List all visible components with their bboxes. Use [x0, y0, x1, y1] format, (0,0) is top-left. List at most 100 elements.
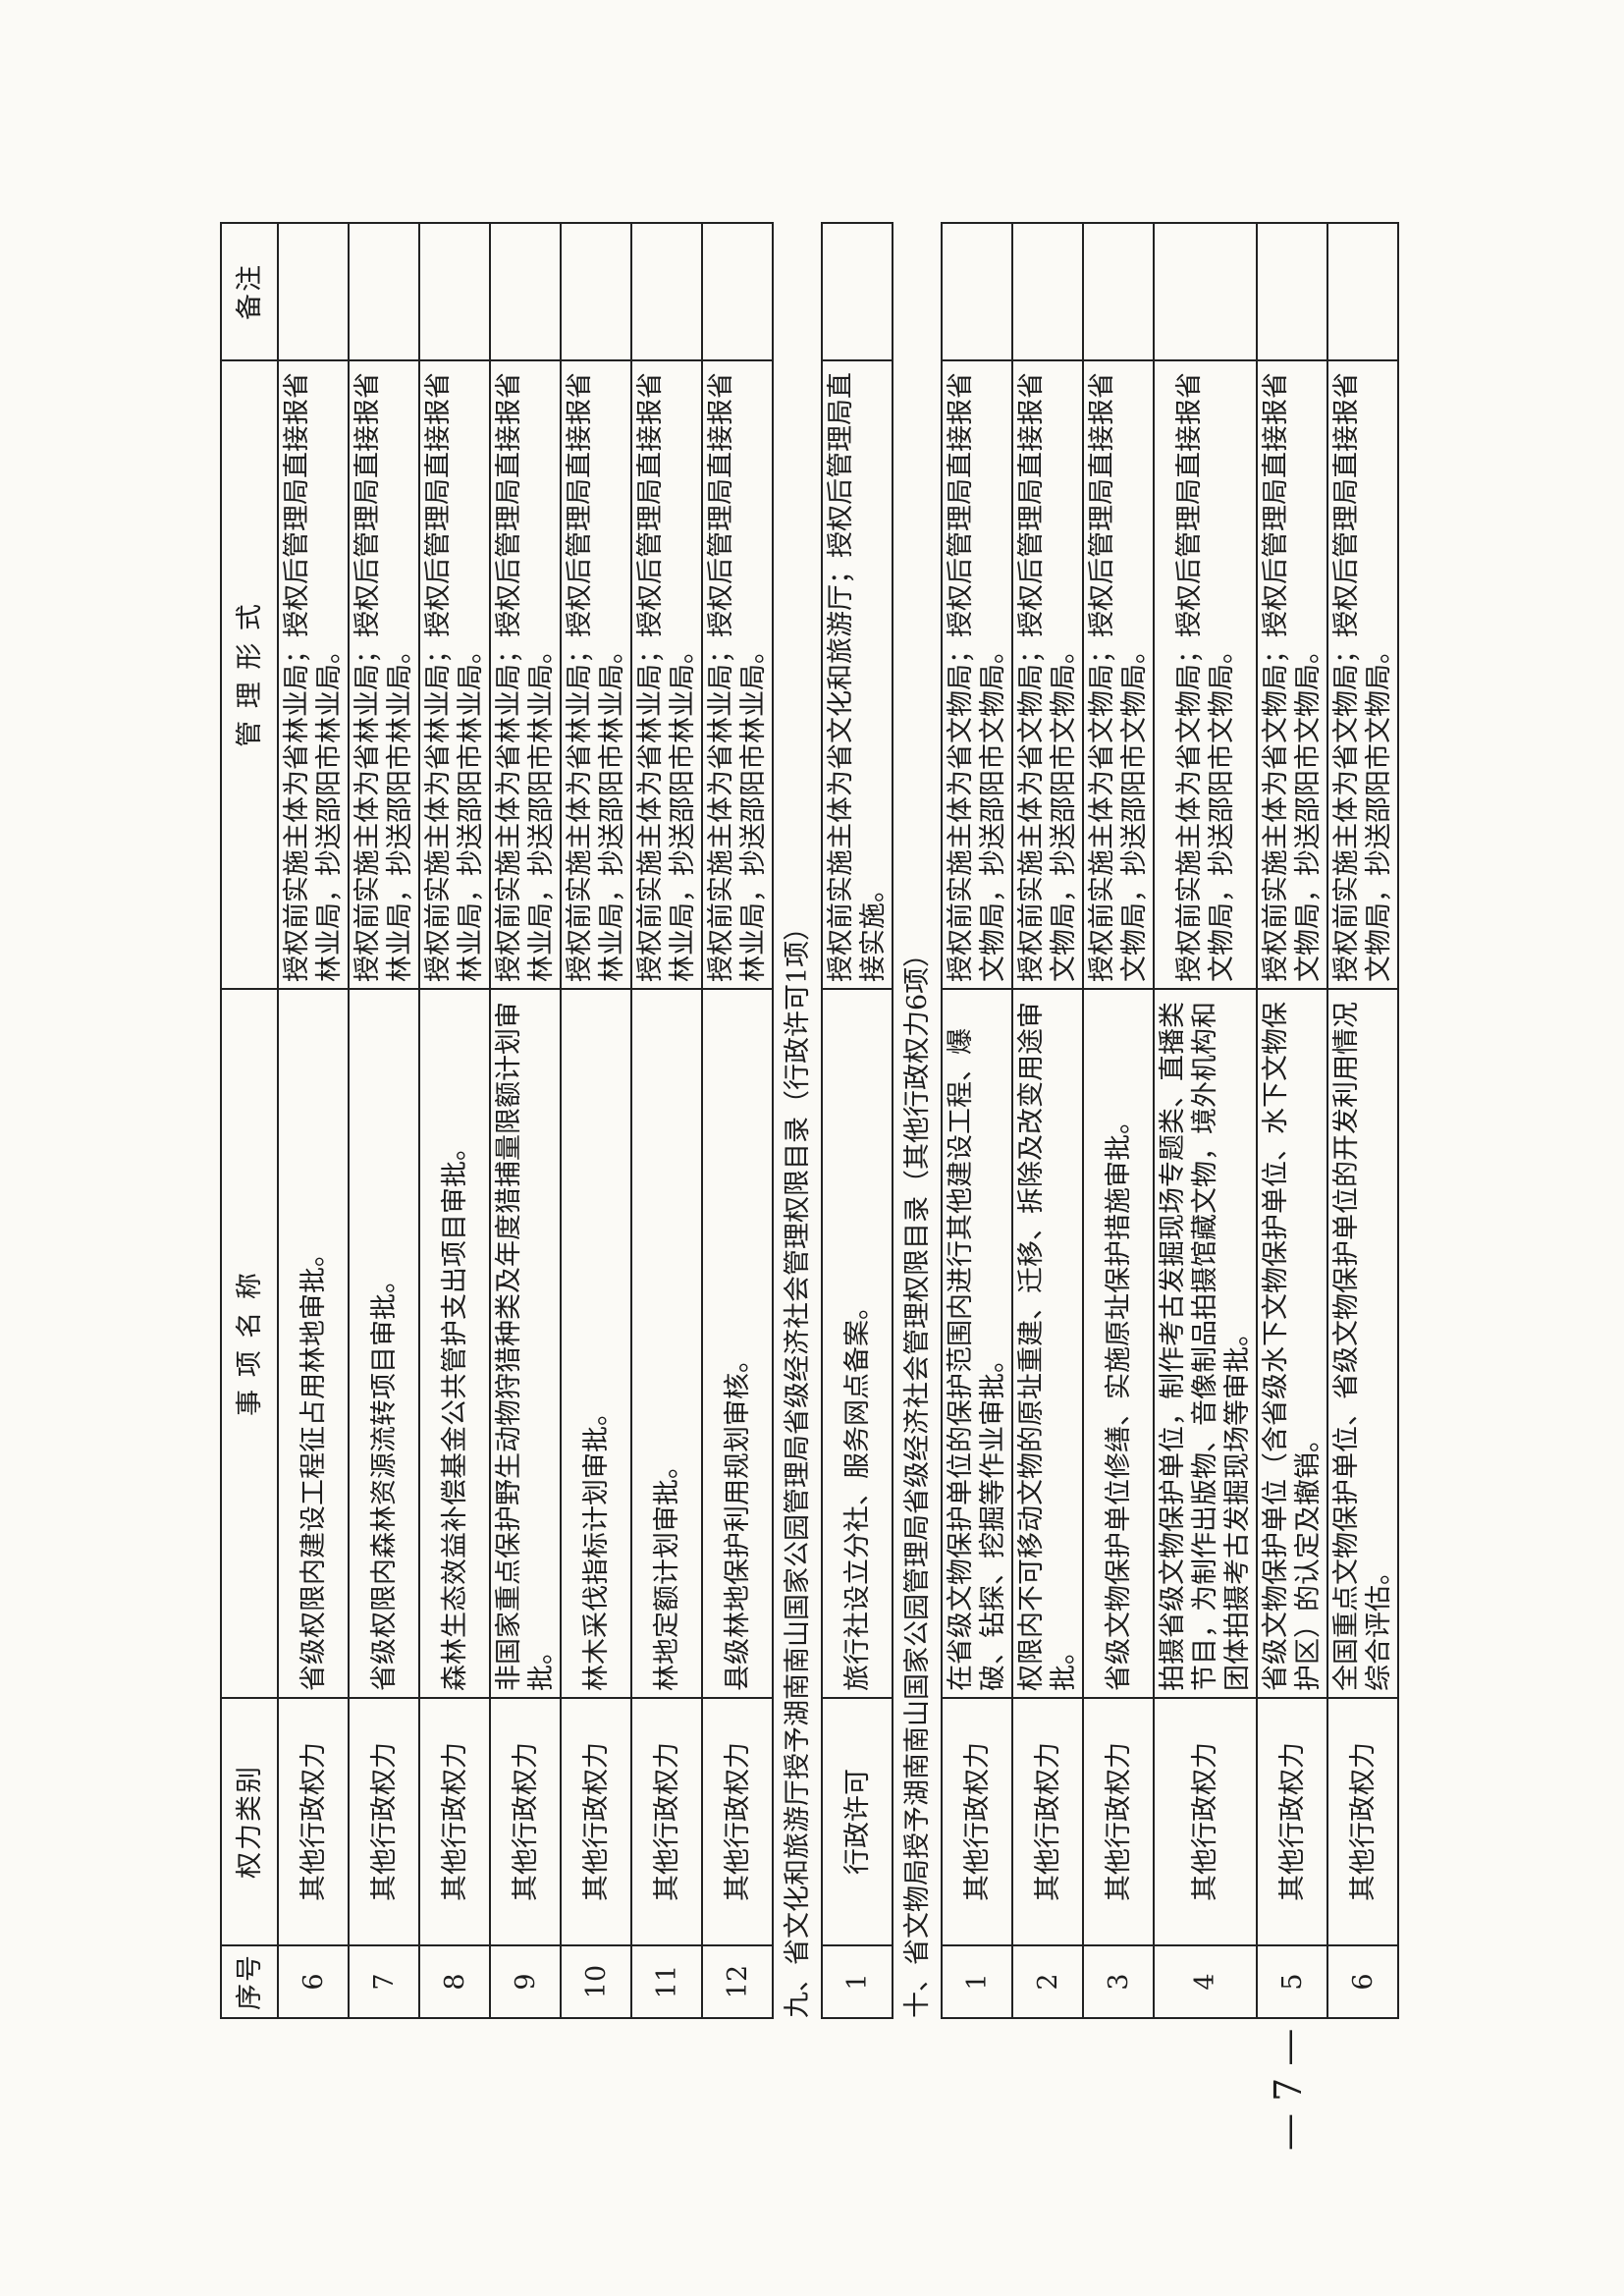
cell-type: 其他行政权力	[419, 1698, 490, 1945]
cell-name: 权限内不可移动文物的原址重建、迁移、拆除及改变用途审批。	[1012, 989, 1083, 1698]
cell-no: 2	[1012, 1945, 1083, 2018]
table-row: 3 其他行政权力 省级文物保护单位修缮、实施原址保护措施审批。 授权前实施主体为省文物…	[1083, 223, 1154, 2018]
table-row: 6 其他行政权力 省级权限内建设工程征占用林地审批。 授权前实施主体为省林业局；授权后…	[278, 223, 349, 2018]
cell-note	[1012, 223, 1083, 360]
cell-note	[490, 223, 561, 360]
cell-type: 其他行政权力	[349, 1698, 419, 1945]
cell-type: 其他行政权力	[278, 1698, 349, 1945]
authority-table: 序号 权力类别 事 项 名 称 管 理 形 式 备注 6 其他行政权力 省级权限内建…	[220, 222, 1399, 2019]
cell-type: 其他行政权力	[1154, 1698, 1257, 1945]
cell-name: 省级权限内建设工程征占用林地审批。	[278, 989, 349, 1698]
cell-type: 行政许可	[822, 1698, 893, 1945]
cell-no: 1	[942, 1945, 1012, 2018]
cell-no: 6	[278, 1945, 349, 2018]
cell-type: 其他行政权力	[631, 1698, 702, 1945]
cell-name: 县级林地保护利用规划审核。	[702, 989, 773, 1698]
cell-form: 授权前实施主体为省文物局；授权后管理局直接报省文物局，抄送邵阳市文物局。	[1327, 360, 1398, 989]
header-note: 备注	[221, 223, 278, 360]
header-name: 事 项 名 称	[221, 989, 278, 1698]
table-row: 2 其他行政权力 权限内不可移动文物的原址重建、迁移、拆除及改变用途审批。 授权前实施…	[1012, 223, 1083, 2018]
cell-form: 授权前实施主体为省文化和旅游厅；授权后管理局直接实施。	[822, 360, 893, 989]
cell-form: 授权前实施主体为省林业局；授权后管理局直接报省林业局，抄送邵阳市林业局。	[702, 360, 773, 989]
page-number: — 7 —	[1267, 2028, 1310, 2151]
cell-name: 林木采伐指标计划审批。	[561, 989, 631, 1698]
cell-no: 3	[1083, 1945, 1154, 2018]
table-row: 1 行政许可 旅行社设立分社、服务网点备案。 授权前实施主体为省文化和旅游厅；授权后管…	[822, 223, 893, 2018]
cell-name: 全国重点文物保护单位、省级文物保护单位的开发利用情况综合评估。	[1327, 989, 1398, 1698]
cell-no: 12	[702, 1945, 773, 2018]
cell-no: 7	[349, 1945, 419, 2018]
cell-form: 授权前实施主体为省文物局；授权后管理局直接报省文物局，抄送邵阳市文物局。	[1012, 360, 1083, 989]
cell-type: 其他行政权力	[1257, 1698, 1327, 1945]
rotated-table-container: 序号 权力类别 事 项 名 称 管 理 形 式 备注 6 其他行政权力 省级权限内建…	[220, 223, 1412, 2019]
cell-form: 授权前实施主体为省林业局；授权后管理局直接报省林业局，抄送邵阳市林业局。	[278, 360, 349, 989]
header-type: 权力类别	[221, 1698, 278, 1945]
cell-type: 其他行政权力	[702, 1698, 773, 1945]
cell-form: 授权前实施主体为省林业局；授权后管理局直接报省林业局，抄送邵阳市林业局。	[631, 360, 702, 989]
cell-type: 其他行政权力	[490, 1698, 561, 1945]
cell-name: 森林生态效益补偿基金公共管护支出项目审批。	[419, 989, 490, 1698]
cell-type: 其他行政权力	[1083, 1698, 1154, 1945]
cell-note	[278, 223, 349, 360]
cell-note	[349, 223, 419, 360]
cell-form: 授权前实施主体为省林业局；授权后管理局直接报省林业局，抄送邵阳市林业局。	[561, 360, 631, 989]
cell-no: 1	[822, 1945, 893, 2018]
cell-no: 8	[419, 1945, 490, 2018]
cell-note	[1257, 223, 1327, 360]
cell-no: 6	[1327, 1945, 1398, 2018]
cell-form: 授权前实施主体为省林业局；授权后管理局直接报省林业局，抄送邵阳市林业局。	[349, 360, 419, 989]
cell-name: 拍摄省级文物保护单位，制作考古发掘现场专题类、直播类节目，为制作出版物、音像制品…	[1154, 989, 1257, 1698]
section-heading: 九、省文化和旅游厅授予湖南南山国家公园管理局省级经济社会管理权限目录（行政许可1…	[773, 223, 822, 2018]
section-10: 十、省文物局授予湖南南山国家公园管理局省级经济社会管理权限目录（其他行政权力6项…	[893, 223, 942, 2018]
table-row: 10 其他行政权力 林木采伐指标计划审批。 授权前实施主体为省林业局；授权后管理局直接…	[561, 223, 631, 2018]
cell-form: 授权前实施主体为省林业局；授权后管理局直接报省林业局，抄送邵阳市林业局。	[419, 360, 490, 989]
table-row: 5 其他行政权力 省级文物保护单位（含省级水下文物保护单位、水下文物保护区）的认定及…	[1257, 223, 1327, 2018]
table-row: 8 其他行政权力 森林生态效益补偿基金公共管护支出项目审批。 授权前实施主体为省林业局…	[419, 223, 490, 2018]
cell-type: 其他行政权力	[1012, 1698, 1083, 1945]
section-heading: 十、省文物局授予湖南南山国家公园管理局省级经济社会管理权限目录（其他行政权力6项…	[893, 223, 942, 2018]
cell-type: 其他行政权力	[942, 1698, 1012, 1945]
cell-note	[419, 223, 490, 360]
cell-form: 授权前实施主体为省文物局；授权后管理局直接报省文物局，抄送邵阳市文物局。	[942, 360, 1012, 989]
cell-no: 9	[490, 1945, 561, 2018]
table-row: 12 其他行政权力 县级林地保护利用规划审核。 授权前实施主体为省林业局；授权后管理局…	[702, 223, 773, 2018]
cell-name: 省级文物保护单位（含省级水下文物保护单位、水下文物保护区）的认定及撤销。	[1257, 989, 1327, 1698]
cell-name: 在省级文物保护单位的保护范围内进行其他建设工程、爆破、钻探、挖掘等作业审批。	[942, 989, 1012, 1698]
cell-note	[561, 223, 631, 360]
cell-form: 授权前实施主体为省林业局；授权后管理局直接报省林业局，抄送邵阳市林业局。	[490, 360, 561, 989]
cell-note	[822, 223, 893, 360]
cell-name: 林地定额计划审批。	[631, 989, 702, 1698]
tourism-rows: 1 行政许可 旅行社设立分社、服务网点备案。 授权前实施主体为省文化和旅游厅；授权后管…	[822, 223, 893, 2018]
table-row: 1 其他行政权力 在省级文物保护单位的保护范围内进行其他建设工程、爆破、钻探、挖掘等…	[942, 223, 1012, 2018]
header-form: 管 理 形 式	[221, 360, 278, 989]
cell-note	[942, 223, 1012, 360]
cell-note	[1154, 223, 1257, 360]
cell-no: 10	[561, 1945, 631, 2018]
table-row: 11 其他行政权力 林地定额计划审批。 授权前实施主体为省林业局；授权后管理局直接报省…	[631, 223, 702, 2018]
table-row: 7 其他行政权力 省级权限内森林资源流转项目审批。 授权前实施主体为省林业局；授权后管…	[349, 223, 419, 2018]
cell-note	[702, 223, 773, 360]
cultural-relics-rows: 1 其他行政权力 在省级文物保护单位的保护范围内进行其他建设工程、爆破、钻探、挖掘等…	[942, 223, 1398, 2018]
cell-type: 其他行政权力	[1327, 1698, 1398, 1945]
cell-type: 其他行政权力	[561, 1698, 631, 1945]
cell-no: 4	[1154, 1945, 1257, 2018]
cell-form: 授权前实施主体为省文物局；授权后管理局直接报省文物局，抄送邵阳市文物局。	[1083, 360, 1154, 989]
cell-name: 省级文物保护单位修缮、实施原址保护措施审批。	[1083, 989, 1154, 1698]
cell-note	[631, 223, 702, 360]
cell-name: 旅行社设立分社、服务网点备案。	[822, 989, 893, 1698]
cell-form: 授权前实施主体为省文物局；授权后管理局直接报省文物局，抄送邵阳市文物局。	[1257, 360, 1327, 989]
table-row: 4 其他行政权力 拍摄省级文物保护单位，制作考古发掘现场专题类、直播类节目，为制作出…	[1154, 223, 1257, 2018]
table-header-row: 序号 权力类别 事 项 名 称 管 理 形 式 备注	[221, 223, 278, 2018]
cell-no: 11	[631, 1945, 702, 2018]
cell-no: 5	[1257, 1945, 1327, 2018]
section-9: 九、省文化和旅游厅授予湖南南山国家公园管理局省级经济社会管理权限目录（行政许可1…	[773, 223, 822, 2018]
table-row: 9 其他行政权力 非国家重点保护野生动物狩猎种类及年度猎捕量限额计划审批。 授权前实施…	[490, 223, 561, 2018]
cell-name: 省级权限内森林资源流转项目审批。	[349, 989, 419, 1698]
cell-note	[1327, 223, 1398, 360]
forestry-rows: 6 其他行政权力 省级权限内建设工程征占用林地审批。 授权前实施主体为省林业局；授权后…	[278, 223, 773, 2018]
cell-form: 授权前实施主体为省文物局；授权后管理局直接报省文物局，抄送邵阳市文物局。	[1154, 360, 1257, 989]
cell-note	[1083, 223, 1154, 360]
header-no: 序号	[221, 1945, 278, 2018]
cell-name: 非国家重点保护野生动物狩猎种类及年度猎捕量限额计划审批。	[490, 989, 561, 1698]
table-row: 6 其他行政权力 全国重点文物保护单位、省级文物保护单位的开发利用情况综合评估。 授权…	[1327, 223, 1398, 2018]
